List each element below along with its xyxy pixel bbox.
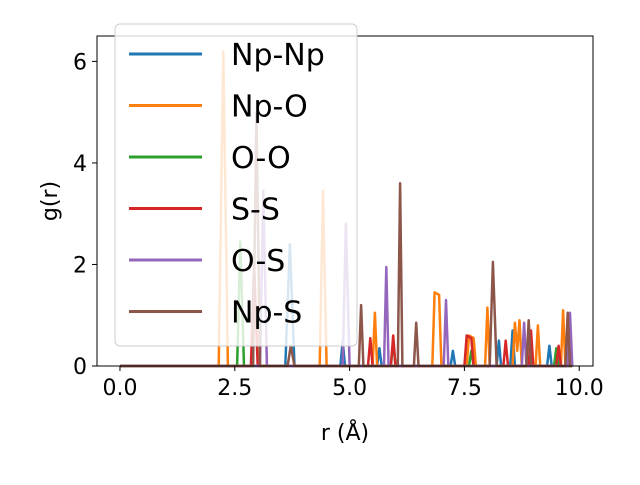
legend-label-o-s: O-S <box>231 244 285 279</box>
y-ticks: 0 2 4 6 <box>73 50 97 380</box>
x-axis-label: r (Å) <box>321 419 369 446</box>
series-line-s-s <box>120 263 574 368</box>
legend-label-s-s: S-S <box>231 193 280 228</box>
legend-label-np-s: Np-S <box>231 296 302 331</box>
x-tick-label: 5.0 <box>332 376 367 401</box>
legend-label-np-o: Np-O <box>231 90 308 125</box>
legend: Np-Np Np-O O-O S-S O-S Np-S <box>114 23 358 347</box>
x-tick-label: 7.5 <box>447 376 482 401</box>
legend-label-o-o: O-O <box>231 141 291 176</box>
y-axis-label: g(r) <box>38 181 63 221</box>
x-tick-label: 10.0 <box>555 376 604 401</box>
x-ticks: 0.0 2.5 5.0 7.5 10.0 <box>102 366 604 401</box>
y-tick-label: 4 <box>73 152 87 177</box>
y-tick-label: 6 <box>73 50 87 75</box>
x-tick-label: 0.0 <box>102 376 137 401</box>
legend-label-np-np: Np-Np <box>231 38 325 73</box>
x-tick-label: 2.5 <box>217 376 252 401</box>
y-tick-label: 0 <box>73 355 87 380</box>
y-tick-label: 2 <box>73 253 87 278</box>
